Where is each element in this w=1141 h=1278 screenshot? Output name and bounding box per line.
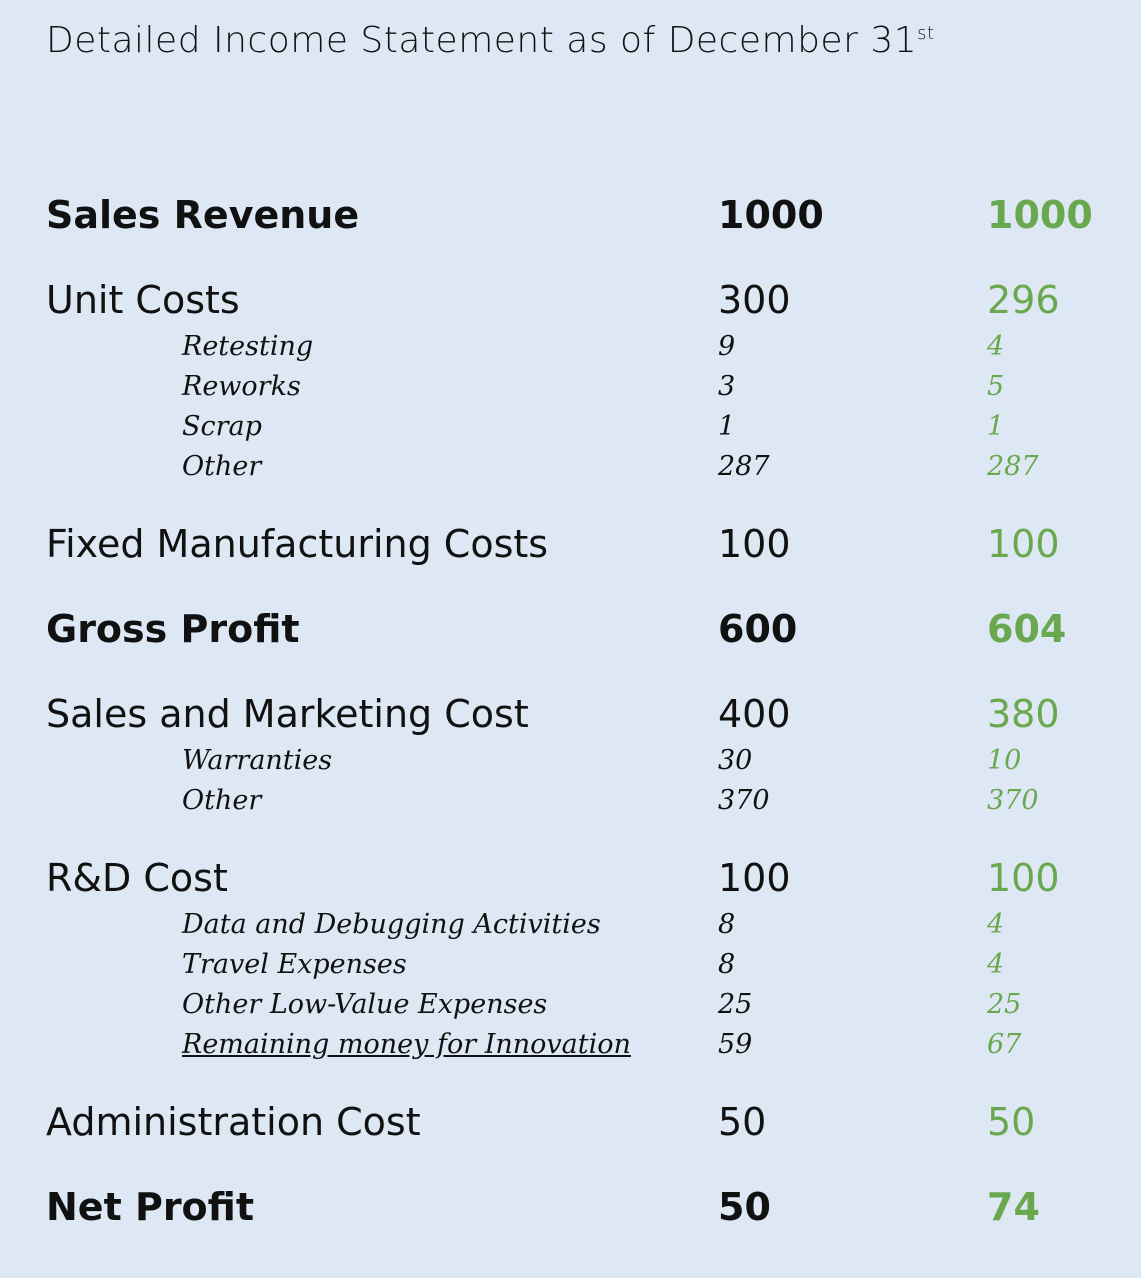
- title-text: Detailed Income Statement as of December…: [46, 20, 918, 61]
- value-actual: 400: [718, 692, 791, 736]
- item-label: Other: [182, 785, 262, 816]
- item-label: Scrap: [182, 411, 262, 442]
- item-label: Travel Expenses: [182, 949, 407, 980]
- item-label: Reworks: [182, 371, 301, 402]
- item-value-improved: 25: [987, 989, 1022, 1020]
- value-actual: 50: [718, 1185, 771, 1229]
- row-label: Unit Costs: [46, 278, 240, 322]
- row-label: Sales and Marketing Cost: [46, 692, 529, 736]
- item-value-actual: 287: [718, 451, 770, 482]
- item-value-actual: 8: [718, 949, 736, 980]
- value-improved: 604: [987, 607, 1067, 651]
- value-actual: 100: [718, 522, 791, 566]
- value-improved: 50: [987, 1100, 1036, 1144]
- title-superscript: st: [917, 23, 935, 44]
- value-improved: 1000: [987, 193, 1093, 237]
- value-improved: 100: [987, 856, 1060, 900]
- item-value-actual: 3: [718, 371, 736, 402]
- row-label: Net Profit: [46, 1185, 254, 1229]
- item-value-improved: 370: [987, 785, 1039, 816]
- item-value-improved: 1: [987, 411, 1005, 442]
- value-actual: 300: [718, 278, 791, 322]
- item-value-improved: 4: [987, 331, 1005, 362]
- value-improved: 380: [987, 692, 1060, 736]
- item-value-improved: 5: [987, 371, 1005, 402]
- item-value-actual: 30: [718, 745, 753, 776]
- item-value-actual: 25: [718, 989, 753, 1020]
- row-label: Sales Revenue: [46, 193, 360, 237]
- value-improved: 74: [987, 1185, 1040, 1229]
- row-label: Fixed Manufacturing Costs: [46, 522, 549, 566]
- value-improved: 296: [987, 278, 1060, 322]
- value-improved: 100: [987, 522, 1060, 566]
- value-actual: 100: [718, 856, 791, 900]
- item-value-actual: 8: [718, 909, 736, 940]
- item-value-improved: 4: [987, 909, 1005, 940]
- row-label: R&D Cost: [46, 856, 228, 900]
- item-label: Remaining money for Innovation: [182, 1029, 631, 1060]
- item-value-improved: 287: [987, 451, 1039, 482]
- item-value-improved: 67: [987, 1029, 1022, 1060]
- item-label: Other: [182, 451, 262, 482]
- item-value-actual: 59: [718, 1029, 753, 1060]
- row-label: Gross Profit: [46, 607, 300, 651]
- item-label: Other Low-Value Expenses: [182, 989, 548, 1020]
- value-actual: 1000: [718, 193, 824, 237]
- item-label: Retesting: [182, 331, 314, 362]
- value-actual: 600: [718, 607, 798, 651]
- item-value-improved: 4: [987, 949, 1005, 980]
- item-value-actual: 370: [718, 785, 770, 816]
- item-label: Data and Debugging Activities: [182, 909, 601, 940]
- value-actual: 50: [718, 1100, 767, 1144]
- item-value-actual: 9: [718, 331, 736, 362]
- row-label: Administration Cost: [46, 1100, 421, 1144]
- item-label: Warranties: [182, 745, 333, 776]
- item-value-actual: 1: [718, 411, 736, 442]
- title: Detailed Income Statement as of December…: [46, 20, 935, 61]
- item-value-improved: 10: [987, 745, 1022, 776]
